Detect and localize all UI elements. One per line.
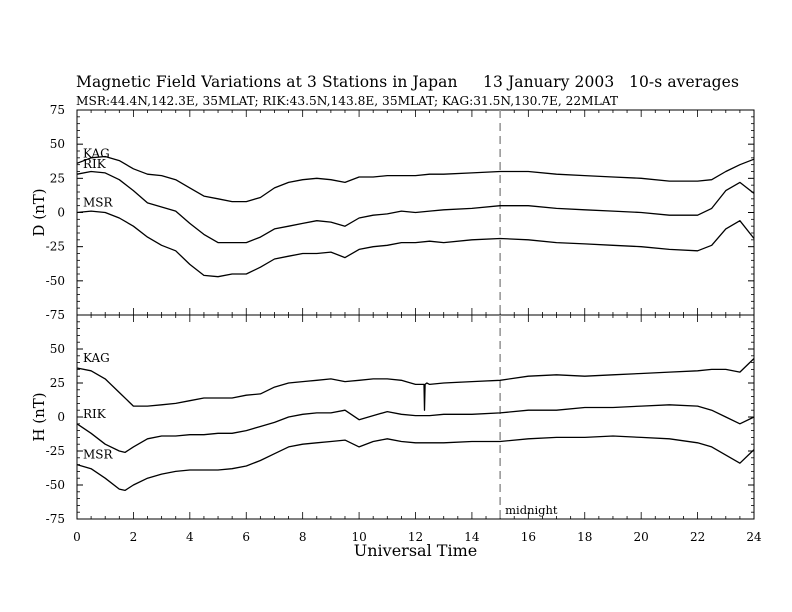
y-tick-label: -25: [46, 444, 65, 458]
y-tick-label: 75: [50, 103, 65, 117]
x-tick-label: 2: [130, 530, 138, 544]
series-line-kag: [76, 358, 755, 411]
x-tick-label: 10: [351, 530, 366, 544]
y-tick-label: -75: [46, 512, 65, 526]
y-tick-label: -50: [46, 274, 65, 288]
station-coordinates: MSR:44.4N,142.3E, 35MLAT; RIK:43.5N,143.…: [76, 94, 618, 108]
y-axis-label: H (nT): [30, 392, 48, 441]
series-line-msr: [76, 210, 755, 278]
series-label-kag: KAG: [83, 146, 110, 160]
y-tick-label: -75: [46, 308, 65, 322]
x-tick-label: 22: [690, 530, 705, 544]
x-tick-label: 12: [408, 530, 423, 544]
x-tick-label: 14: [464, 530, 480, 544]
series-label-kag: KAG: [83, 351, 110, 365]
midnight-label: midnight: [505, 503, 558, 517]
series-label-rik: RIK: [83, 157, 107, 171]
series-line-rik: [76, 170, 755, 244]
x-tick-label: 20: [634, 530, 649, 544]
x-tick-label: 0: [73, 530, 81, 544]
x-tick-label: 8: [299, 530, 307, 544]
title-date: 13 January 2003: [483, 73, 615, 91]
y-tick-label: 25: [50, 171, 65, 185]
x-axis-label: Universal Time: [354, 541, 477, 560]
panel-frame: [76, 314, 755, 520]
x-tick-label: 24: [746, 530, 762, 544]
y-tick-label: 50: [50, 137, 65, 151]
title-averaging: 10-s averages: [629, 73, 740, 91]
y-tick-label: -50: [46, 478, 65, 492]
x-tick-label: 16: [521, 530, 536, 544]
series-label-msr: MSR: [83, 196, 114, 210]
series-line-msr: [76, 435, 755, 492]
series-line-rik: [76, 404, 755, 454]
y-tick-label: 25: [50, 376, 65, 390]
series-line-kag: [76, 155, 755, 203]
x-tick-label: 18: [577, 530, 592, 544]
y-axis-label: D (nT): [30, 188, 48, 236]
y-tick-label: 0: [57, 206, 65, 220]
y-tick-label: 0: [57, 410, 65, 424]
x-tick-label: 4: [186, 530, 194, 544]
y-tick-label: -25: [46, 240, 65, 254]
title-main: Magnetic Field Variations at 3 Stations …: [76, 73, 458, 91]
y-tick-label: 50: [50, 342, 65, 356]
series-label-msr: MSR: [83, 448, 114, 462]
series-label-rik: RIK: [83, 407, 107, 421]
x-tick-label: 6: [242, 530, 250, 544]
